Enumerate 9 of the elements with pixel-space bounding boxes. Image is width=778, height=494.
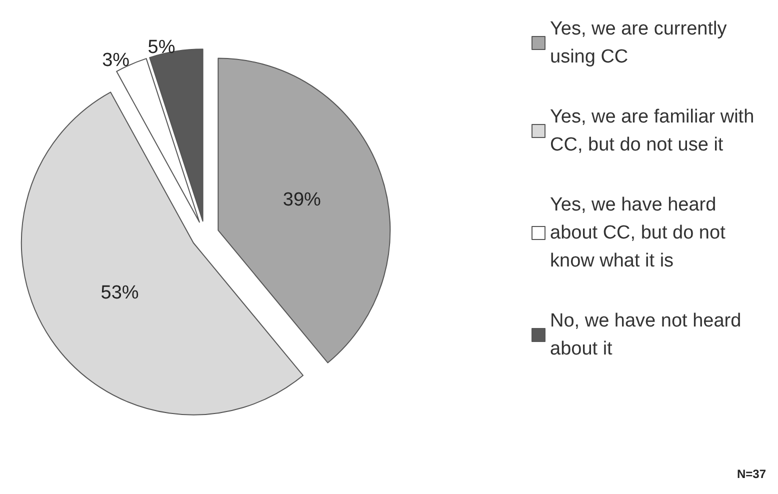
legend-label: Yes, we are familiar with CC, but do not use it — [550, 106, 760, 156]
data-label: 53% — [100, 282, 139, 304]
data-label: 39% — [282, 190, 322, 211]
legend-label: No, we have not heard about it — [550, 310, 746, 360]
data-label: 3% — [102, 50, 130, 72]
legend-label: Yes, we have heard about CC, but do not know what it is — [550, 194, 731, 272]
data-label: 5% — [148, 36, 176, 58]
legend-label: Yes, we are currently using CC — [550, 18, 732, 68]
text: N=37 — [736, 467, 766, 481]
